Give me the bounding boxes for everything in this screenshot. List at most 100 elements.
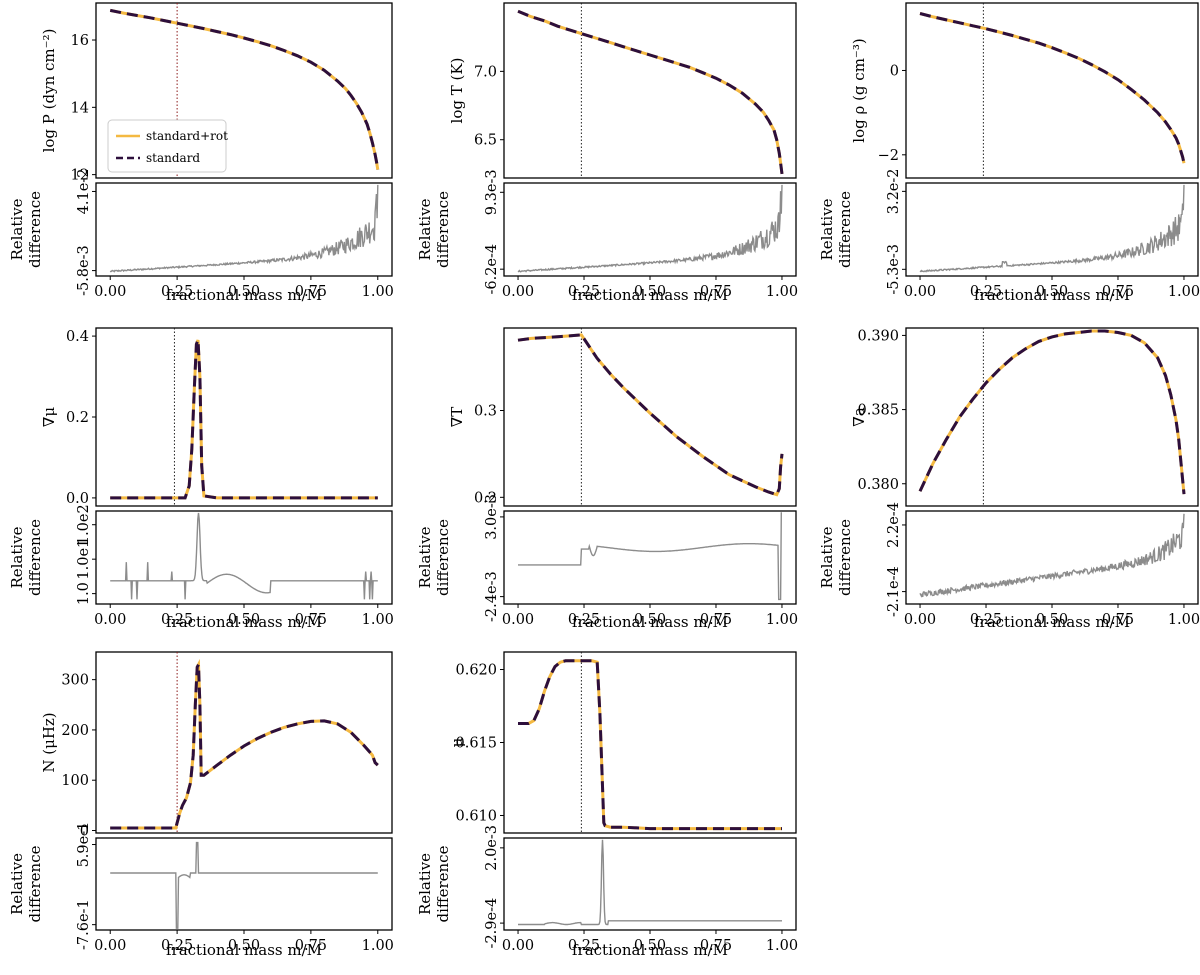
diff-y-tick-label: -6.2e-4 [484, 244, 500, 295]
y-tick-label: 0.4 [66, 329, 89, 345]
x-axis-label: fractional mass m/M [166, 613, 322, 631]
relative-difference-line [518, 512, 782, 601]
x-tick-label: 0.75 [1102, 612, 1134, 628]
y-tick-label: 14 [71, 100, 89, 116]
y-tick-label: 0.610 [455, 808, 497, 824]
diff-axes-frame [503, 837, 797, 931]
series-standard-line [109, 8, 380, 170]
y-tick-label: 12 [71, 168, 89, 184]
y-axis-label: N (μHz) [40, 712, 58, 772]
x-tick-label: 0.25 [161, 938, 193, 954]
diff-y-tick-label: 4.1e-2 [76, 169, 92, 215]
x-tick-label: 0.25 [161, 284, 193, 300]
legend-box [107, 119, 227, 173]
diff-y-axis-label: Relativedifference [416, 845, 452, 922]
x-tick-label: 0.25 [161, 612, 193, 628]
relative-difference-line [110, 512, 378, 600]
x-tick-label: 1.00 [362, 612, 394, 628]
diff-y-axis-label-line: difference [434, 519, 452, 596]
main-axes-frame [503, 327, 797, 507]
diff-y-axis-label: Relativedifference [416, 191, 452, 268]
diff-y-axis-label-line: Relative [416, 526, 434, 588]
x-tick-label: 0.50 [634, 938, 666, 954]
x-tick-label: 0.00 [502, 284, 534, 300]
diff-axes-frame [95, 510, 393, 605]
y-tick-label: −2 [878, 148, 899, 164]
diff-y-axis-label: Relativedifference [8, 519, 44, 596]
y-tick-label: 0.380 [857, 477, 899, 493]
diff-y-tick-label: 9.3e-3 [484, 169, 500, 215]
y-axis-label: log P (dyn cm⁻²) [40, 29, 58, 153]
diff-y-tick-label: 1.0e2 [76, 504, 92, 545]
series-standard-line [918, 329, 1186, 495]
diff-y-tick-label: 2.2e-4 [886, 502, 902, 548]
subplot-logT: 6.5 7.0 log T (K) -6.2e-4 9.3e-3 Relativediff… [416, 2, 798, 304]
x-tick-label: 1.00 [766, 284, 798, 300]
y-tick-label: 0.2 [66, 410, 89, 426]
subplot-mu: 0.610 0.615 0.620 μ -2.9e-4 2.0e-3 Relativedif… [416, 651, 798, 959]
x-axis-label: fractional mass m/M [166, 941, 322, 959]
diff-y-tick-label: -2.1e-4 [886, 566, 902, 617]
y-tick-label: 200 [61, 723, 89, 739]
x-tick-label: 1.00 [766, 612, 798, 628]
x-tick-label: 0.00 [502, 938, 534, 954]
y-tick-label: 0.620 [455, 663, 497, 679]
main-axes-frame [95, 2, 393, 179]
subplot-grad_T: 0.2 0.3 ∇T -2.4e-3 3.0e-3 Relativedifference 0… [416, 327, 798, 631]
series-standard-rot-line [918, 329, 1186, 495]
main-axes-frame [905, 2, 1199, 179]
y-tick-label: 7.0 [474, 64, 497, 80]
diff-y-tick-label: -5.3e-3 [886, 244, 902, 295]
y-axis-label: log ρ (g cm⁻³) [850, 38, 868, 142]
diff-y-axis-label-line: difference [434, 191, 452, 268]
x-tick-label: 0.00 [904, 284, 936, 300]
diff-y-axis-label-line: Relative [818, 198, 836, 260]
x-axis-label: fractional mass m/M [572, 286, 728, 304]
diff-y-axis-label-line: difference [434, 845, 452, 922]
series-standard-line [517, 9, 784, 175]
y-tick-label: 0.2 [474, 490, 497, 506]
x-tick-label: 0.50 [634, 284, 666, 300]
diff-y-axis-label-line: difference [26, 519, 44, 596]
series-standard-line [110, 658, 379, 830]
diff-y-axis-label-line: Relative [8, 198, 26, 260]
x-tick-label: 0.25 [568, 938, 600, 954]
series-standard-line [110, 339, 378, 500]
diff-y-axis-label-line: difference [836, 519, 854, 596]
diff-y-axis-label-line: Relative [416, 198, 434, 260]
y-tick-label: 6.5 [474, 133, 497, 149]
x-tick-label: 1.00 [766, 938, 798, 954]
x-axis-label: fractional mass m/M [572, 941, 728, 959]
x-tick-label: 0.25 [970, 284, 1002, 300]
series-standard-line [919, 12, 1186, 164]
x-tick-label: 0.00 [94, 938, 126, 954]
x-tick-label: 0.25 [970, 612, 1002, 628]
main-axes-frame [503, 2, 797, 179]
x-tick-label: 1.00 [1168, 612, 1200, 628]
y-axis-label: μ [448, 737, 466, 747]
y-axis-label: ∇T [448, 407, 466, 427]
x-tick-label: 1.00 [1168, 284, 1200, 300]
diff-y-axis-label: Relativedifference [8, 191, 44, 268]
diff-y-tick-label: 5.9e-1 [76, 822, 92, 868]
diff-y-axis-label: Relativedifference [818, 519, 854, 596]
subplot-logrho: −2 0 log ρ (g cm⁻³) -5.3e-3 3.2e-2 Relativedi… [818, 2, 1200, 304]
diff-y-tick-label: -2.9e-4 [484, 898, 500, 949]
x-tick-label: 1.00 [362, 284, 394, 300]
y-tick-label: 0.615 [455, 736, 497, 752]
x-tick-label: 0.75 [295, 284, 327, 300]
y-tick-label: 0 [80, 823, 89, 839]
y-tick-label: 0.390 [857, 328, 899, 344]
diff-y-axis-label: Relativedifference [818, 191, 854, 268]
y-axis-label: log T (K) [448, 58, 466, 124]
x-axis-label: fractional mass m/M [974, 286, 1130, 304]
x-tick-label: 0.75 [700, 612, 732, 628]
x-tick-label: 0.50 [634, 612, 666, 628]
diff-y-axis-label: Relativedifference [416, 519, 452, 596]
relative-difference-line [518, 839, 782, 926]
diff-y-tick-label: 1.0 [76, 582, 92, 605]
relative-difference-line [919, 184, 1185, 273]
diff-y-axis-label: Relativedifference [8, 845, 44, 922]
